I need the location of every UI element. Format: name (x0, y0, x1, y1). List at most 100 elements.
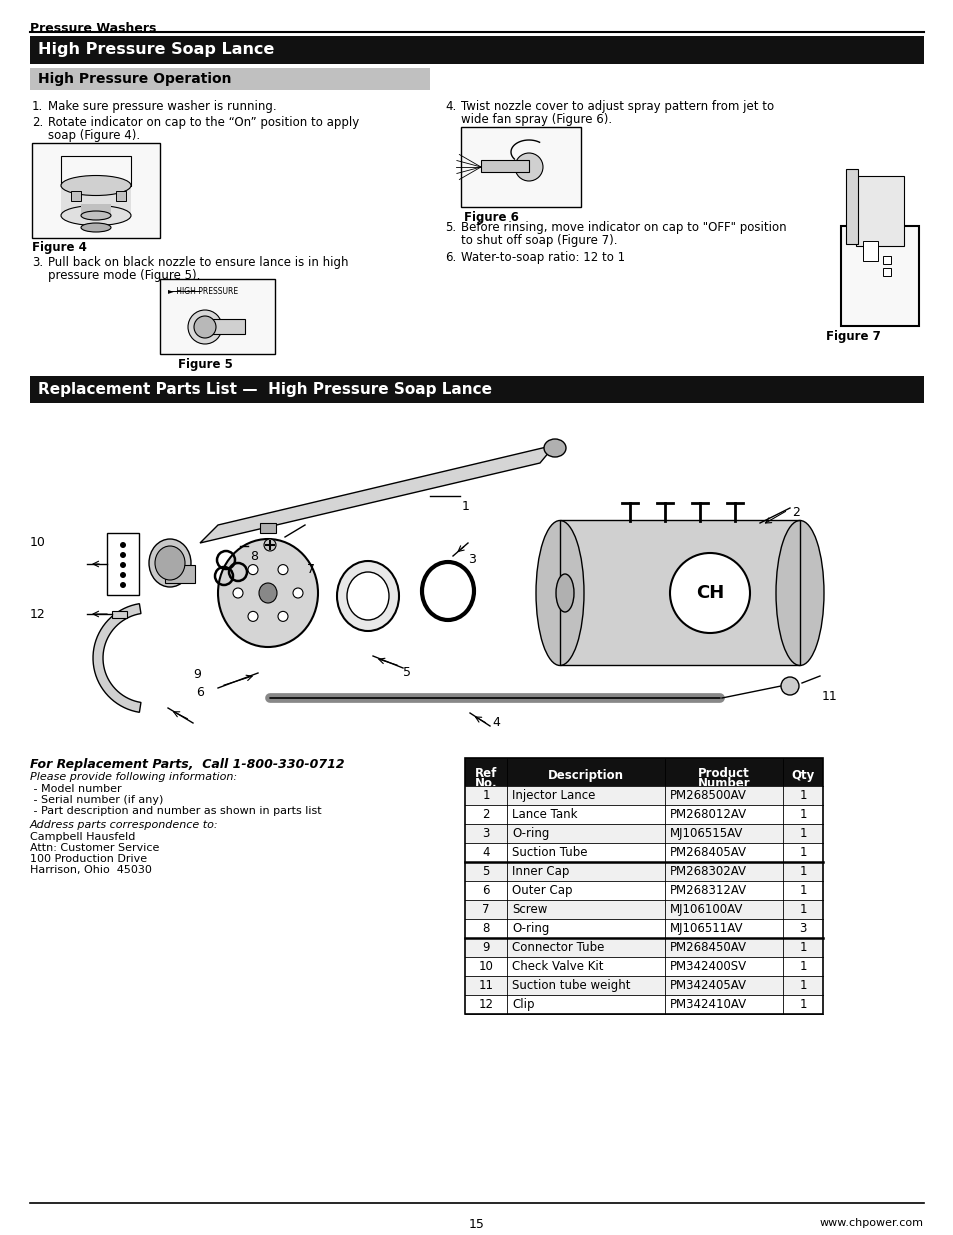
Bar (210, 319, 245, 333)
Bar (460, 127, 580, 207)
Text: For Replacement Parts,  Call 1-800-330-0712: For Replacement Parts, Call 1-800-330-07… (30, 758, 344, 771)
Bar (107, 534, 139, 595)
Text: Twist nozzle cover to adjust spray pattern from jet to: Twist nozzle cover to adjust spray patte… (460, 100, 773, 112)
Text: - Part description and number as shown in parts list: - Part description and number as shown i… (30, 806, 321, 816)
Bar (464, 758, 822, 1014)
Bar (862, 241, 877, 261)
Bar (165, 564, 194, 583)
Text: 11: 11 (821, 690, 837, 703)
Circle shape (120, 542, 126, 548)
Text: 1: 1 (799, 808, 806, 821)
Text: 9: 9 (193, 668, 201, 680)
Text: 4: 4 (492, 716, 499, 729)
Text: 2.: 2. (32, 116, 43, 128)
Bar (71, 190, 81, 200)
Bar (464, 976, 822, 995)
Ellipse shape (536, 520, 583, 666)
Text: 2: 2 (482, 808, 489, 821)
Text: 1: 1 (799, 846, 806, 860)
Text: soap (Figure 4).: soap (Figure 4). (48, 128, 140, 142)
Circle shape (248, 611, 257, 621)
Text: 4: 4 (482, 846, 489, 860)
Bar (160, 279, 274, 354)
Text: 10: 10 (478, 960, 493, 973)
Text: Suction Tube: Suction Tube (512, 846, 587, 860)
Text: PM268405AV: PM268405AV (669, 846, 746, 860)
Ellipse shape (149, 538, 191, 587)
Circle shape (120, 552, 126, 558)
Bar (559, 520, 800, 664)
Text: Figure 7: Figure 7 (824, 330, 880, 343)
Text: Campbell Hausfeld: Campbell Hausfeld (30, 832, 135, 842)
Text: Clip: Clip (512, 998, 534, 1011)
Ellipse shape (188, 310, 222, 345)
Bar (30, 68, 430, 90)
Text: 3: 3 (799, 923, 806, 935)
Text: 8: 8 (482, 923, 489, 935)
Text: 1.: 1. (32, 100, 43, 112)
Text: 1: 1 (799, 960, 806, 973)
Text: 2: 2 (791, 506, 799, 519)
Bar (464, 957, 822, 976)
Bar (464, 862, 822, 881)
Text: 3: 3 (482, 827, 489, 840)
Text: ► HIGH PRESSURE: ► HIGH PRESSURE (168, 287, 238, 296)
Text: Please provide following information:: Please provide following information: (30, 772, 237, 782)
Text: Inner Cap: Inner Cap (512, 864, 569, 878)
Bar (464, 824, 822, 844)
Text: 4.: 4. (444, 100, 456, 112)
Text: 1: 1 (799, 941, 806, 953)
Circle shape (248, 564, 257, 574)
Bar (30, 375, 923, 403)
Circle shape (293, 588, 303, 598)
Ellipse shape (669, 553, 749, 634)
Text: Injector Lance: Injector Lance (512, 789, 595, 802)
Text: - Serial number (if any): - Serial number (if any) (30, 795, 163, 805)
Bar (559, 520, 800, 664)
Text: 15: 15 (469, 1218, 484, 1231)
Text: Check Valve Kit: Check Valve Kit (512, 960, 603, 973)
Bar (464, 900, 822, 919)
Text: 6: 6 (195, 685, 204, 699)
Circle shape (781, 677, 799, 695)
Circle shape (120, 562, 126, 568)
Text: MJ106100AV: MJ106100AV (669, 903, 742, 916)
Circle shape (264, 538, 275, 551)
Bar (116, 190, 126, 200)
Text: Connector Tube: Connector Tube (512, 941, 604, 953)
Text: 9: 9 (482, 941, 489, 953)
Bar (464, 995, 822, 1014)
Bar (464, 881, 822, 900)
Text: 6.: 6. (444, 251, 456, 264)
Text: 11: 11 (478, 979, 493, 992)
Text: Product: Product (698, 767, 749, 781)
Text: to shut off soap (Figure 7).: to shut off soap (Figure 7). (460, 233, 617, 247)
Bar (61, 156, 131, 185)
Text: - Model number: - Model number (30, 784, 121, 794)
Text: 100 Production Drive: 100 Production Drive (30, 853, 147, 864)
Text: 5: 5 (402, 666, 411, 679)
Text: No.: No. (475, 777, 497, 790)
Bar (30, 36, 923, 64)
Bar (464, 758, 822, 785)
Text: Before rinsing, move indicator on cap to "OFF" position: Before rinsing, move indicator on cap to… (460, 221, 786, 233)
Text: Water-to-soap ratio: 12 to 1: Water-to-soap ratio: 12 to 1 (460, 251, 624, 264)
Text: 3.: 3. (32, 256, 43, 269)
Text: 6: 6 (482, 884, 489, 897)
Text: 7: 7 (482, 903, 489, 916)
Circle shape (277, 564, 288, 574)
Text: 1: 1 (461, 500, 470, 513)
Text: High Pressure Operation: High Pressure Operation (38, 72, 232, 86)
Bar (464, 939, 822, 957)
Ellipse shape (556, 574, 574, 613)
Text: 5: 5 (482, 864, 489, 878)
Ellipse shape (775, 520, 823, 666)
Text: Make sure pressure washer is running.: Make sure pressure washer is running. (48, 100, 276, 112)
Text: 1: 1 (799, 979, 806, 992)
Text: 1: 1 (799, 998, 806, 1011)
Ellipse shape (336, 561, 398, 631)
Text: 1: 1 (799, 903, 806, 916)
Text: O-ring: O-ring (512, 827, 549, 840)
Circle shape (120, 572, 126, 578)
Bar (464, 844, 822, 862)
